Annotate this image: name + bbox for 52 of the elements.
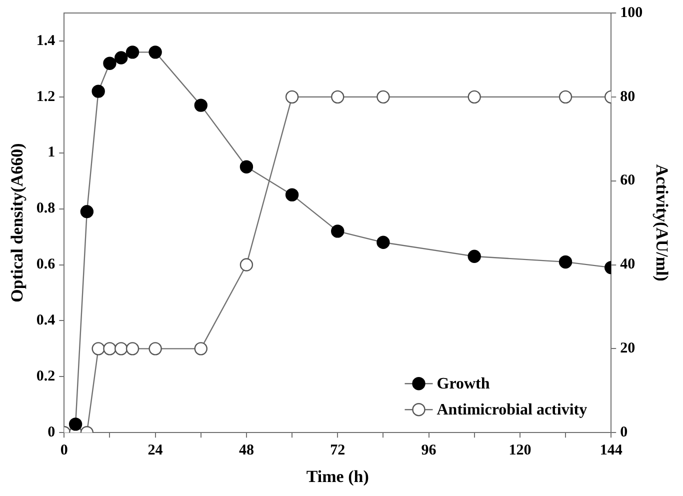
point	[148, 342, 162, 356]
point	[331, 90, 344, 104]
point	[558, 255, 572, 269]
point	[468, 250, 481, 263]
legend-label: Growth	[436, 376, 490, 393]
x-tick-label: 24	[148, 442, 164, 458]
x-tick-label: 144	[600, 442, 623, 458]
point	[80, 205, 94, 218]
y-axis-title: Optical density(A660)	[8, 143, 27, 302]
point	[376, 236, 390, 249]
y-tick-label: 0.4	[36, 312, 56, 329]
point	[285, 188, 299, 202]
point	[126, 342, 140, 356]
point	[240, 160, 254, 174]
x-tick-label: 0	[60, 442, 68, 458]
y-tick-label: 1.4	[36, 32, 56, 49]
y-tick-label: 0.6	[36, 256, 56, 273]
x-tick-label: 96	[421, 442, 437, 458]
point	[68, 418, 82, 431]
y2-tick-label: 20	[620, 340, 636, 357]
point	[331, 224, 344, 238]
point	[103, 56, 116, 70]
y2-tick-label: 60	[620, 172, 636, 189]
y2-tick-label: 40	[620, 256, 636, 273]
y-tick-label: 1.2	[36, 88, 56, 105]
point	[114, 51, 128, 64]
point	[194, 98, 208, 112]
y-tick-label: 0	[48, 424, 56, 440]
y-tick-label: 0.8	[36, 200, 56, 217]
x-axis-title: Time (h)	[306, 467, 369, 486]
point	[240, 258, 254, 272]
y2-tick-label: 80	[620, 88, 636, 105]
y2-axis-title: Activity(AU/ml)	[652, 164, 672, 282]
point	[114, 342, 128, 356]
point	[126, 46, 140, 59]
point	[376, 90, 390, 104]
x-tick-label: 72	[330, 442, 346, 458]
point	[194, 342, 208, 356]
y-tick-label: 0.2	[36, 368, 56, 385]
point	[92, 84, 105, 98]
y2-tick-label: 100	[620, 4, 643, 21]
point	[148, 46, 162, 59]
point	[285, 90, 299, 104]
y-tick-label: 1	[48, 144, 56, 161]
x-tick-label: 48	[238, 442, 254, 458]
point	[103, 342, 116, 356]
y2-tick-label: 0	[620, 424, 628, 440]
point	[558, 90, 572, 104]
point	[92, 342, 105, 356]
x-tick-label: 120	[508, 442, 532, 458]
legend-label: Antimicrobial activity	[436, 402, 588, 419]
point	[468, 90, 481, 104]
